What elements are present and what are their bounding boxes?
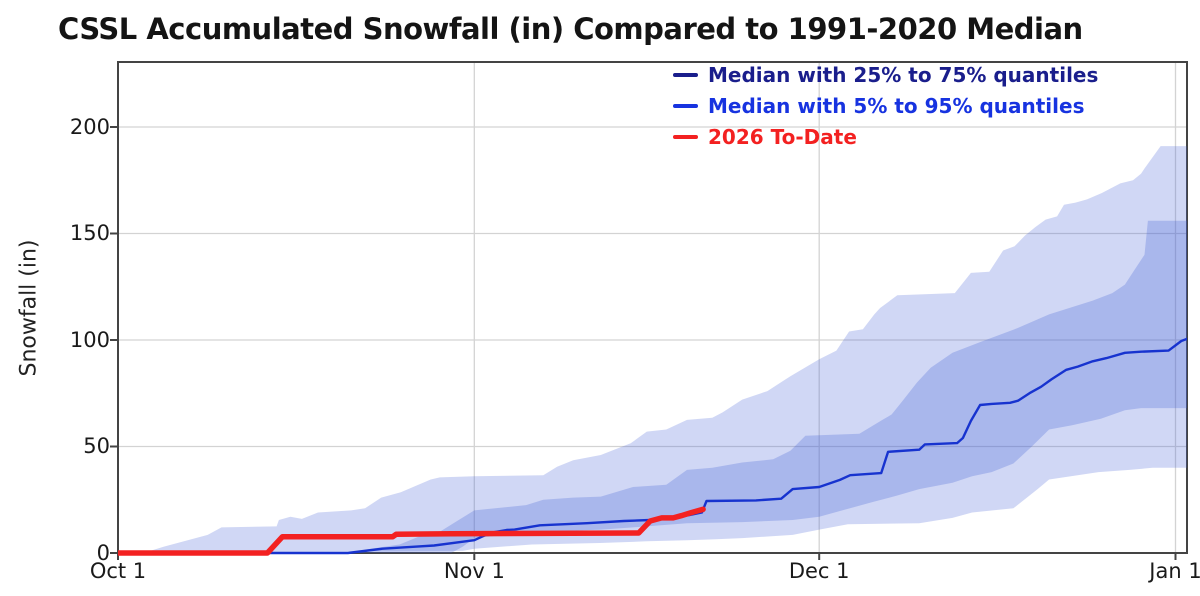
y-tick-label: 0	[96, 541, 110, 565]
legend-entry: 2026 To-Date	[673, 124, 1098, 150]
legend-line-swatch	[673, 73, 698, 77]
x-tick-label: Nov 1	[443, 559, 505, 583]
y-tick-label: 150	[69, 221, 110, 246]
traces	[118, 146, 1187, 556]
band-5-95	[118, 146, 1187, 553]
x-tick-label: Oct 1	[89, 559, 147, 583]
y-tick-label: 200	[69, 114, 110, 139]
y-tick-label: 100	[69, 327, 110, 352]
plot-border	[117, 61, 1188, 554]
legend-entry-label: Median with 25% to 75% quantiles	[708, 63, 1099, 87]
to-date-line	[118, 506, 706, 556]
x-tick-label: Jan 1	[1149, 559, 1200, 583]
legend-entry: Median with 5% to 95% quantiles	[673, 93, 1098, 119]
legend-entry: Median with 25% to 75% quantiles	[673, 62, 1098, 88]
legend: Median with 25% to 75% quantiles Median w…	[673, 62, 1098, 155]
legend-line-swatch	[673, 104, 698, 108]
legend-line-swatch	[673, 135, 698, 139]
legend-entry-label: 2026 To-Date	[708, 125, 857, 149]
x-tick-label: Dec 1	[788, 559, 850, 583]
gridlines	[118, 62, 1187, 553]
y-tick-label: 50	[83, 434, 110, 459]
band-25-75	[118, 220, 1187, 553]
chart-title: CSSL Accumulated Snowfall (in) Compared …	[58, 12, 1083, 46]
legend-entry-label: Median with 5% to 95% quantiles	[708, 94, 1085, 118]
